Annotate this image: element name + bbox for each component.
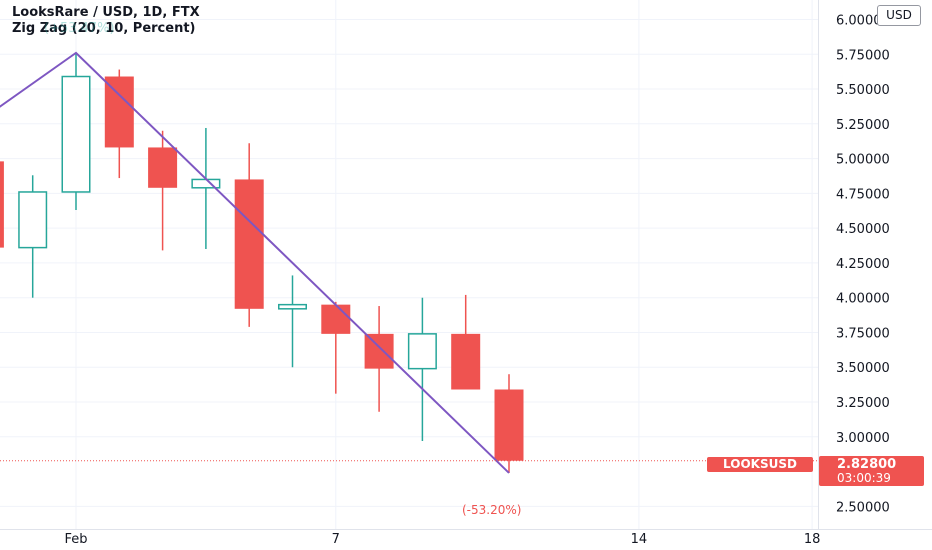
zigzag-line bbox=[0, 51, 510, 474]
legend-title[interactable]: LooksRare / USD, 1D, FTX bbox=[12, 5, 200, 20]
candle-body bbox=[104, 76, 134, 148]
grid bbox=[0, 0, 818, 530]
candles bbox=[0, 52, 524, 473]
y-tick-label: 5.50000 bbox=[836, 83, 890, 98]
candle-body bbox=[191, 178, 221, 189]
y-tick-label: 5.75000 bbox=[836, 48, 890, 63]
candle-body bbox=[321, 304, 351, 334]
candle-up bbox=[61, 52, 91, 211]
y-tick-label: 4.50000 bbox=[836, 222, 890, 237]
y-tick-label: 3.25000 bbox=[836, 396, 890, 411]
time-axis[interactable]: Feb 7 14 18 bbox=[64, 532, 820, 547]
y-tick-label: 6.00000 bbox=[836, 13, 890, 28]
symbol-price-label: LOOKSUSD bbox=[707, 457, 813, 472]
legend-ghost-label: (+53.47%) bbox=[44, 21, 115, 36]
candle-up bbox=[18, 175, 48, 298]
last-price-value: 2.82800 bbox=[837, 457, 897, 472]
last-price-badge: 2.82800 03:00:39 bbox=[819, 456, 924, 486]
candle-up bbox=[407, 297, 437, 441]
candle-down bbox=[451, 294, 481, 390]
chart-legend: LooksRare / USD, 1D, FTX Zig Zag (20, 10… bbox=[12, 5, 200, 37]
currency-button[interactable]: USD bbox=[877, 5, 921, 26]
candle-up bbox=[278, 275, 307, 368]
candle-body bbox=[494, 389, 524, 461]
legend-indicator[interactable]: Zig Zag (20, 10, Percent) bbox=[12, 21, 196, 36]
price-axis[interactable]: 2.50000 3.00000 3.25000 3.50000 3.75000 4.000… bbox=[836, 13, 890, 515]
y-tick-label: 3.75000 bbox=[836, 326, 890, 341]
candle-down bbox=[234, 143, 264, 327]
candle-down bbox=[494, 374, 524, 473]
candle-body bbox=[18, 191, 48, 249]
x-tick-label: 7 bbox=[332, 532, 340, 547]
x-tick-label: 14 bbox=[631, 532, 648, 547]
x-tick-label: 18 bbox=[804, 532, 821, 547]
y-tick-label: 4.00000 bbox=[836, 292, 890, 307]
candle-down bbox=[364, 306, 394, 412]
candle-down bbox=[321, 301, 351, 394]
candle-body bbox=[0, 161, 4, 248]
candle-body bbox=[407, 333, 437, 370]
zigzag-change-label: (-53.20%) bbox=[462, 503, 522, 517]
candle-down bbox=[0, 161, 4, 248]
y-tick-label: 5.25000 bbox=[836, 118, 890, 133]
x-tick-label: Feb bbox=[64, 532, 87, 547]
bar-countdown: 03:00:39 bbox=[837, 471, 891, 485]
candle-body bbox=[61, 75, 91, 193]
candle-body bbox=[234, 179, 264, 309]
candle-down bbox=[148, 130, 178, 251]
y-tick-label: 4.75000 bbox=[836, 187, 890, 202]
y-tick-label: 3.00000 bbox=[836, 431, 890, 446]
candle-body bbox=[364, 333, 394, 369]
y-tick-label: 4.25000 bbox=[836, 257, 890, 272]
y-tick-label: 5.00000 bbox=[836, 153, 890, 168]
y-tick-label: 2.50000 bbox=[836, 500, 890, 515]
candle-down bbox=[104, 69, 134, 179]
y-tick-label: 3.50000 bbox=[836, 361, 890, 376]
candle-body bbox=[278, 303, 307, 310]
candle-body bbox=[451, 333, 481, 390]
zigzag-path bbox=[0, 51, 510, 474]
candle-body bbox=[148, 147, 178, 188]
